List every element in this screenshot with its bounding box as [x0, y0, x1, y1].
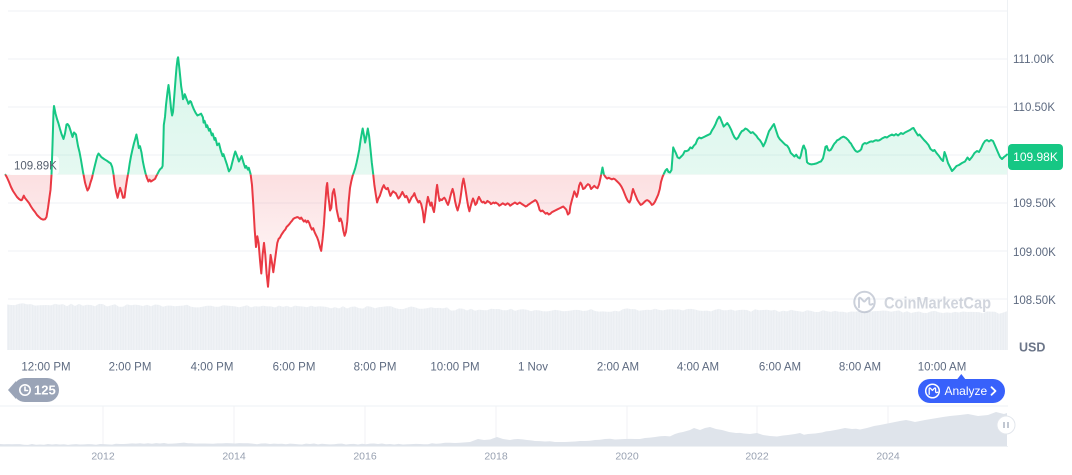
svg-text:109.89K: 109.89K	[14, 161, 57, 173]
svg-text:CoinMarketCap: CoinMarketCap	[884, 295, 991, 313]
svg-text:125: 125	[34, 383, 56, 398]
svg-text:4:00 AM: 4:00 AM	[677, 362, 719, 374]
svg-text:2022: 2022	[745, 451, 769, 463]
svg-text:10:00 PM: 10:00 PM	[430, 362, 479, 374]
svg-text:1 Nov: 1 Nov	[518, 362, 548, 374]
svg-text:2016: 2016	[353, 451, 377, 463]
svg-text:109.50K: 109.50K	[1013, 198, 1056, 210]
svg-text:109.00K: 109.00K	[1013, 247, 1056, 259]
svg-text:Analyze: Analyze	[945, 384, 988, 398]
svg-text:12:00 PM: 12:00 PM	[21, 362, 70, 374]
svg-text:110.50K: 110.50K	[1013, 102, 1055, 114]
svg-text:2:00 PM: 2:00 PM	[109, 362, 152, 374]
svg-text:USD: USD	[1019, 341, 1045, 355]
svg-text:2014: 2014	[222, 451, 246, 463]
svg-text:8:00 AM: 8:00 AM	[839, 362, 881, 374]
svg-text:2020: 2020	[615, 451, 639, 463]
svg-text:2:00 AM: 2:00 AM	[597, 362, 639, 374]
svg-text:4:00 PM: 4:00 PM	[191, 362, 234, 374]
svg-text:10:00 AM: 10:00 AM	[918, 362, 967, 374]
svg-text:2018: 2018	[484, 451, 508, 463]
svg-text:2024: 2024	[876, 451, 900, 463]
svg-text:109.98K: 109.98K	[1013, 150, 1058, 164]
svg-text:8:00 PM: 8:00 PM	[354, 362, 397, 374]
svg-text:111.00K: 111.00K	[1013, 54, 1054, 66]
svg-text:6:00 PM: 6:00 PM	[273, 362, 316, 374]
svg-text:108.50K: 108.50K	[1013, 295, 1056, 307]
svg-text:6:00 AM: 6:00 AM	[759, 362, 801, 374]
svg-text:2012: 2012	[91, 451, 115, 463]
